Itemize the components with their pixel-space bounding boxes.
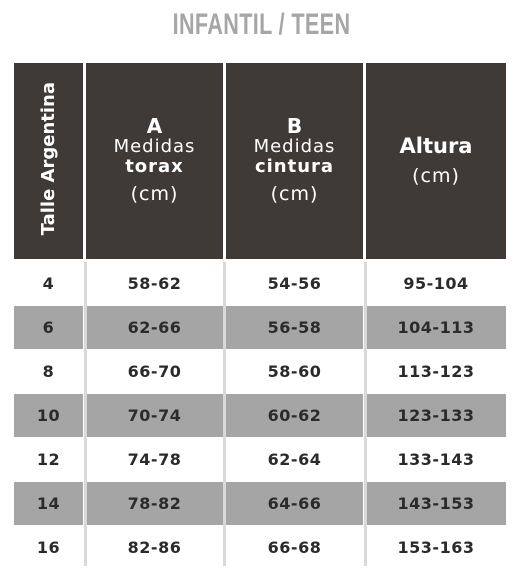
cell-cintura: 54-56 [226, 262, 366, 306]
cell-torax: 82-86 [86, 526, 226, 570]
table-row: 12 74-78 62-64 133-143 [14, 438, 506, 482]
cell-cintura: 56-58 [226, 306, 366, 350]
cell-talle: 6 [14, 306, 86, 350]
cell-altura: 113-123 [366, 350, 506, 394]
header-torax: A Medidas torax (cm) [86, 63, 226, 262]
cell-talle: 16 [14, 526, 86, 570]
cell-talle: 8 [14, 350, 86, 394]
cell-altura: 123-133 [366, 394, 506, 438]
header-torax-line2: torax [125, 156, 184, 177]
table-row: 4 58-62 54-56 95-104 [14, 262, 506, 306]
column-divider [84, 262, 87, 566]
header-cintura: B Medidas cintura (cm) [226, 63, 366, 262]
cell-torax: 78-82 [86, 482, 226, 526]
table-row: 16 82-86 66-68 153-163 [14, 526, 506, 570]
page-title: INFANTIL / TEEN [172, 8, 351, 41]
header-torax-line1: Medidas [113, 136, 196, 157]
header-altura-title: Altura [399, 134, 473, 158]
cell-altura: 95-104 [366, 262, 506, 306]
cell-cintura: 62-64 [226, 438, 366, 482]
header-cintura-unit: (cm) [270, 183, 319, 205]
cell-cintura: 64-66 [226, 482, 366, 526]
cell-cintura: 58-60 [226, 350, 366, 394]
size-chart-table: Talle Argentina A Medidas torax (cm) B M… [14, 63, 506, 570]
cell-torax: 74-78 [86, 438, 226, 482]
header-talle-argentina: Talle Argentina [14, 63, 86, 262]
header-cintura-letter: B [286, 114, 303, 138]
cell-torax: 70-74 [86, 394, 226, 438]
cell-torax: 58-62 [86, 262, 226, 306]
header-torax-unit: (cm) [130, 183, 179, 205]
cell-talle: 4 [14, 262, 86, 306]
cell-altura: 153-163 [366, 526, 506, 570]
header-talle-label: Talle Argentina [38, 82, 59, 236]
cell-cintura: 66-68 [226, 526, 366, 570]
header-altura-unit: (cm) [412, 165, 460, 187]
cell-talle: 10 [14, 394, 86, 438]
cell-talle: 14 [14, 482, 86, 526]
table-row: 8 66-70 58-60 113-123 [14, 350, 506, 394]
table-row: 10 70-74 60-62 123-133 [14, 394, 506, 438]
table-row: 14 78-82 64-66 143-153 [14, 482, 506, 526]
header-torax-letter: A [146, 114, 163, 138]
cell-cintura: 60-62 [226, 394, 366, 438]
cell-altura: 143-153 [366, 482, 506, 526]
cell-altura: 104-113 [366, 306, 506, 350]
cell-talle: 12 [14, 438, 86, 482]
cell-altura: 133-143 [366, 438, 506, 482]
table-header-row: Talle Argentina A Medidas torax (cm) B M… [14, 63, 506, 262]
header-cintura-line2: cintura [254, 156, 335, 177]
table-row: 6 62-66 56-58 104-113 [14, 306, 506, 350]
column-divider [364, 262, 367, 566]
column-divider [223, 262, 226, 566]
header-altura: Altura (cm) [366, 63, 506, 262]
cell-torax: 62-66 [86, 306, 226, 350]
header-cintura-line1: Medidas [253, 136, 336, 157]
cell-torax: 66-70 [86, 350, 226, 394]
